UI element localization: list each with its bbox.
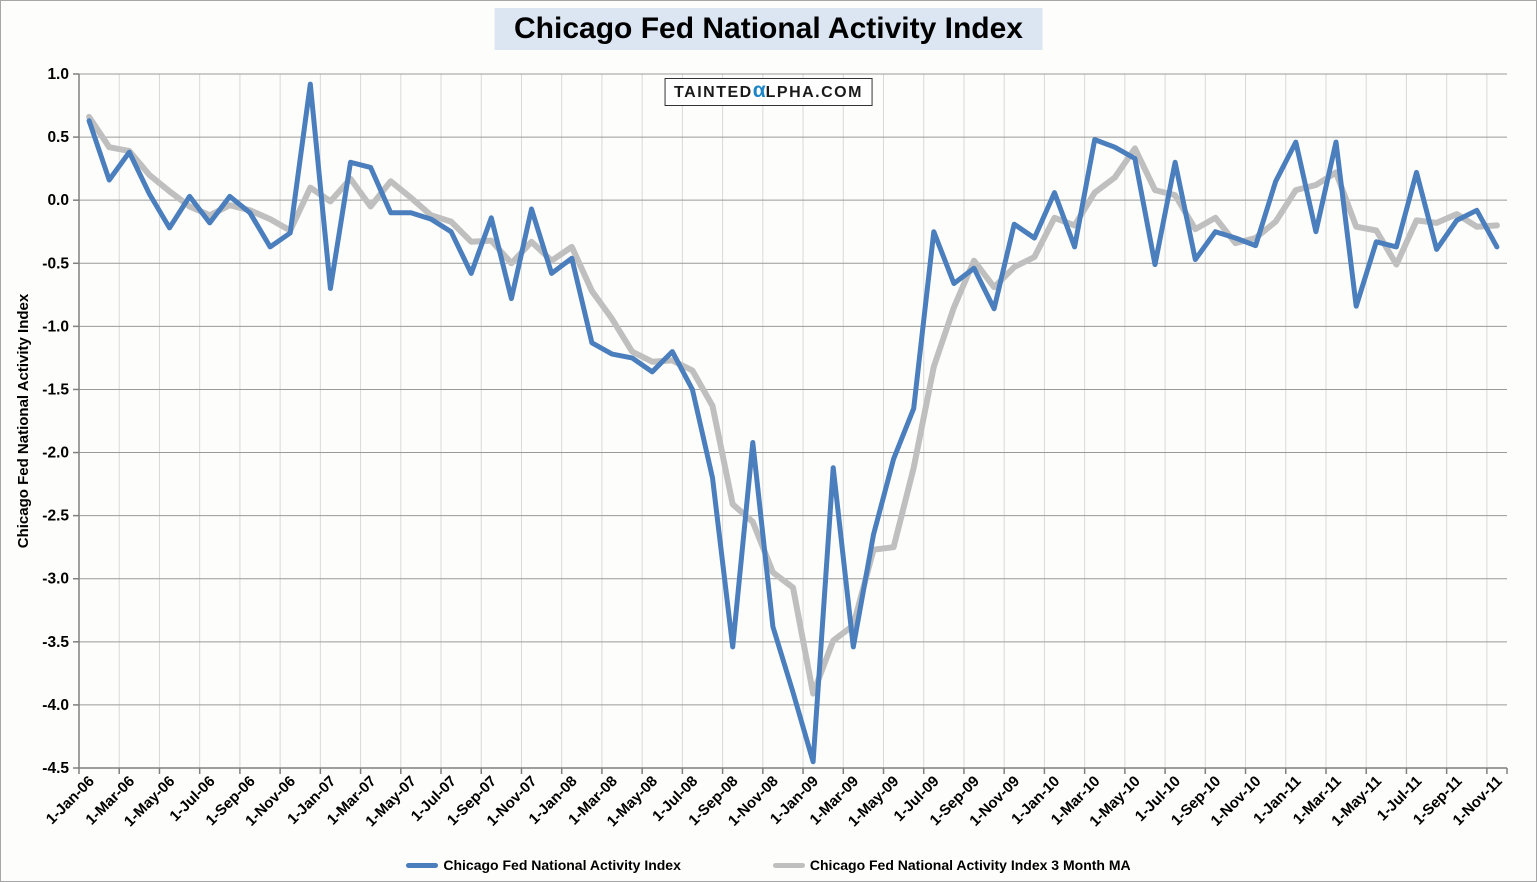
y-tick-label: -2.5 — [42, 508, 69, 525]
watermark-alpha-glyph: α — [752, 79, 766, 102]
legend-item-ma: Chicago Fed National Activity Index 3 Mo… — [772, 857, 1131, 873]
chart-title: Chicago Fed National Activity Index — [494, 8, 1043, 50]
ma-series-swatch — [772, 862, 805, 868]
y-tick-label: 0.5 — [47, 129, 69, 146]
watermark-text-before: TAINTED — [674, 84, 753, 101]
y-tick-label: -1.0 — [42, 318, 69, 335]
legend-label-ma: Chicago Fed National Activity Index 3 Mo… — [809, 857, 1131, 873]
y-tick-label: -3.5 — [42, 634, 69, 651]
y-tick-label: -4.0 — [42, 697, 69, 714]
legend-label-index: Chicago Fed National Activity Index — [443, 857, 681, 873]
y-tick-label: -4.5 — [42, 760, 69, 777]
legend-item-index: Chicago Fed National Activity Index — [406, 857, 681, 873]
cfnai-index-line — [86, 81, 1500, 765]
y-tick-label: -3.0 — [42, 571, 69, 588]
watermark-text-after: LPHA.COM — [765, 84, 863, 101]
y-tick-label: 1.0 — [47, 66, 69, 83]
y-tick-label: 0.0 — [47, 192, 69, 209]
y-axis-title: Chicago Fed National Activity Index — [15, 293, 32, 548]
y-tick-label: -1.5 — [42, 381, 69, 398]
watermark-badge: TAINTEDαLPHA.COM — [664, 78, 873, 106]
index-series-swatch — [406, 862, 439, 868]
y-tick-label: -0.5 — [42, 255, 69, 272]
y-tick-label: -2.0 — [42, 445, 69, 462]
chart-legend: Chicago Fed National Activity Index Chic… — [1, 857, 1536, 873]
